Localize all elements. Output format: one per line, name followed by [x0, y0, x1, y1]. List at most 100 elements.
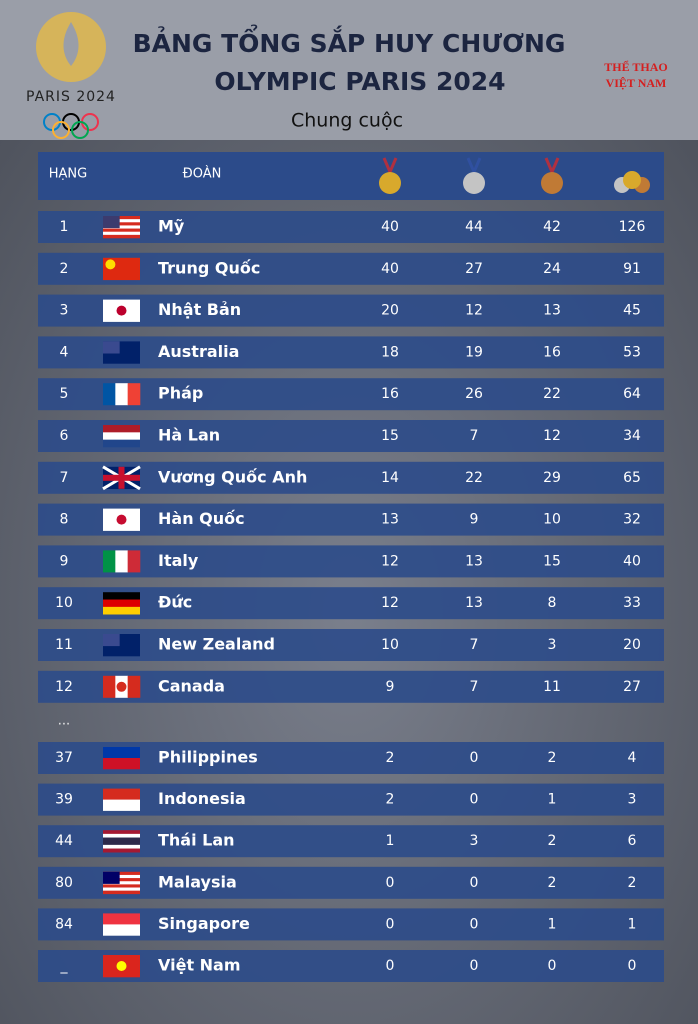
flag: [103, 788, 140, 811]
flag-stripe: [103, 830, 140, 835]
title: OLYMPIC PARIS 2024: [214, 67, 505, 96]
flag: [103, 257, 140, 281]
medal-count: 2: [386, 750, 395, 766]
table-row: [38, 825, 664, 858]
country: New Zealand: [158, 635, 275, 654]
table-row: [38, 908, 664, 941]
country: Italy: [158, 551, 199, 570]
flag: [103, 508, 140, 531]
medal-count: 20: [381, 303, 399, 319]
rank: 44: [55, 833, 73, 849]
rank: 11: [55, 637, 73, 653]
medal-count: 0: [470, 792, 479, 808]
flag-stripe: [103, 890, 140, 895]
table-row: [38, 670, 664, 703]
flag-stripe: [103, 599, 140, 608]
flag-canton: [103, 341, 120, 354]
medal-count: 4: [628, 750, 637, 766]
medal-count: 13: [543, 303, 561, 319]
medal-count: 0: [386, 958, 395, 974]
flag-stripe: [103, 234, 140, 239]
medal-count: 10: [543, 512, 561, 528]
medal-count: 9: [470, 512, 479, 528]
medal-count: 12: [543, 428, 561, 444]
medal-count: 27: [623, 679, 641, 695]
flag-stripe: [103, 878, 140, 882]
flag-emblem: [116, 961, 127, 971]
table-row: [38, 742, 664, 774]
table-row: [38, 211, 664, 243]
country: Pháp: [158, 384, 203, 403]
medal-count: 0: [386, 875, 395, 891]
table-row: [38, 950, 664, 982]
table-row: [38, 783, 664, 816]
flag-stripe: [103, 216, 140, 220]
flag-stripe: [103, 924, 140, 936]
flag: [103, 383, 141, 406]
medal-count: 2: [628, 875, 637, 891]
medal-count: 13: [465, 553, 483, 569]
medal-icons: [379, 157, 650, 194]
flag-stripe: [103, 913, 140, 925]
country: Đức: [158, 593, 192, 612]
rank: 5: [60, 386, 69, 402]
medal-count: 0: [386, 916, 395, 932]
title: BẢNG TỔNG SẮP HUY CHƯƠNG: [133, 23, 566, 58]
flag-stripe: [103, 675, 116, 698]
rank: 6: [60, 428, 69, 444]
medal-count: 24: [543, 261, 561, 277]
flag-stripe: [103, 439, 140, 448]
medal-count: 20: [623, 637, 641, 653]
country: Việt Nam: [158, 956, 241, 975]
table-row: [38, 587, 664, 620]
flag: [103, 550, 141, 573]
medal-count: 0: [470, 750, 479, 766]
flag-stripe: [103, 225, 140, 229]
medal-count: 14: [381, 470, 399, 486]
rank: 10: [55, 595, 73, 611]
ellipsis: ...: [58, 714, 70, 729]
flag-stripe: [103, 219, 140, 223]
medal-count: 53: [623, 344, 641, 360]
medal-count: 15: [381, 428, 399, 444]
medal-count: 1: [548, 792, 557, 808]
medal-count: 126: [619, 219, 646, 235]
medal-count: 42: [543, 219, 561, 235]
flag: [102, 465, 141, 491]
country: Nhật Bản: [158, 300, 241, 319]
medal-count: 3: [470, 833, 479, 849]
flag: [103, 913, 140, 936]
rank: 8: [60, 512, 69, 528]
rank: 84: [55, 916, 73, 932]
rank: 2: [60, 261, 69, 277]
country: Trung Quốc: [158, 258, 260, 277]
table-row: [38, 866, 664, 899]
medal-count: 26: [465, 386, 483, 402]
column-header: ĐOÀN: [183, 166, 222, 182]
rank: 1: [60, 219, 69, 235]
brand-text: VIỆT NAM: [606, 76, 667, 90]
flag: [103, 634, 140, 657]
medal-count: 29: [543, 470, 561, 486]
flag-emblem: [105, 259, 116, 270]
medal-count: 12: [465, 303, 483, 319]
flag: [103, 592, 140, 615]
table-row: [38, 378, 664, 411]
flag: [103, 341, 140, 364]
flag-stripe: [103, 606, 140, 615]
medal-count: 6: [628, 833, 637, 849]
medal-count: 3: [628, 792, 637, 808]
medal-count: 11: [543, 679, 561, 695]
medal-count: 34: [623, 428, 641, 444]
medal-count: 3: [548, 637, 557, 653]
flag-stripe: [103, 231, 140, 236]
table-row: [38, 294, 664, 327]
header-band: [0, 0, 698, 140]
flag-stripe: [103, 884, 140, 888]
medal-count: 27: [465, 261, 483, 277]
medal-count: 65: [623, 470, 641, 486]
flag-stripe: [103, 383, 116, 406]
flag-emblem: [116, 681, 127, 692]
flag-stripe: [103, 871, 140, 876]
